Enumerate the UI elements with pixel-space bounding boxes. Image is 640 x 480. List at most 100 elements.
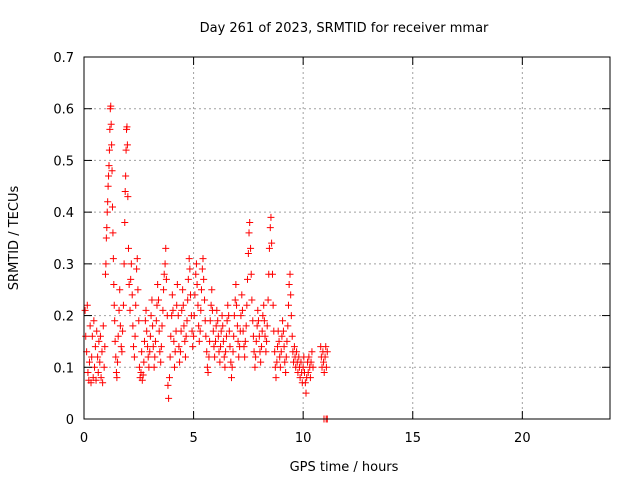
data-point bbox=[119, 327, 127, 335]
data-point bbox=[179, 286, 187, 294]
x-tick-label: 5 bbox=[189, 431, 197, 446]
data-point bbox=[126, 306, 134, 314]
data-point bbox=[84, 368, 92, 376]
data-point bbox=[233, 301, 241, 309]
data-point bbox=[323, 348, 331, 356]
data-point bbox=[102, 234, 110, 242]
data-point bbox=[215, 348, 223, 356]
data-point bbox=[249, 332, 257, 340]
data-point bbox=[122, 146, 130, 154]
data-point bbox=[121, 218, 129, 226]
data-point bbox=[195, 322, 203, 330]
data-point bbox=[147, 312, 155, 320]
data-point bbox=[222, 332, 230, 340]
data-point bbox=[260, 317, 268, 325]
data-point bbox=[203, 363, 211, 371]
data-point bbox=[181, 337, 189, 345]
data-point bbox=[288, 332, 296, 340]
chart-title: Day 261 of 2023, SRMTID for receiver mma… bbox=[200, 21, 489, 36]
data-point bbox=[252, 337, 260, 345]
data-point bbox=[240, 343, 248, 351]
data-point bbox=[268, 239, 276, 247]
data-point bbox=[263, 337, 271, 345]
data-point bbox=[94, 353, 102, 361]
x-tick-label: 0 bbox=[80, 431, 88, 446]
data-point bbox=[320, 368, 328, 376]
data-point bbox=[214, 332, 222, 340]
data-point bbox=[173, 301, 181, 309]
data-point bbox=[105, 146, 113, 154]
data-point bbox=[256, 348, 264, 356]
data-point bbox=[116, 286, 124, 294]
data-point bbox=[223, 317, 231, 325]
data-point bbox=[82, 332, 90, 340]
data-point bbox=[114, 332, 122, 340]
data-point bbox=[222, 348, 230, 356]
data-point bbox=[161, 260, 169, 268]
data-point bbox=[164, 381, 172, 389]
data-point bbox=[109, 255, 117, 263]
data-point bbox=[158, 322, 166, 330]
data-point bbox=[293, 348, 301, 356]
data-point bbox=[309, 363, 317, 371]
data-point bbox=[86, 322, 94, 330]
data-point bbox=[91, 363, 99, 371]
data-point bbox=[226, 343, 234, 351]
y-tick-label: 0.4 bbox=[53, 206, 74, 221]
data-point bbox=[243, 301, 251, 309]
data-point bbox=[96, 358, 104, 366]
data-point bbox=[107, 120, 115, 128]
data-point bbox=[92, 376, 100, 384]
data-point bbox=[101, 270, 109, 278]
data-point bbox=[301, 379, 309, 387]
data-point bbox=[93, 327, 101, 335]
data-point bbox=[174, 312, 182, 320]
data-point bbox=[194, 301, 202, 309]
data-point bbox=[193, 281, 201, 289]
data-point bbox=[230, 332, 238, 340]
data-point bbox=[262, 348, 270, 356]
data-point bbox=[151, 353, 159, 361]
data-point bbox=[192, 270, 200, 278]
data-point bbox=[308, 348, 316, 356]
data-point bbox=[168, 291, 176, 299]
data-point bbox=[305, 353, 313, 361]
data-point bbox=[162, 244, 170, 252]
data-point bbox=[140, 337, 148, 345]
data-point bbox=[189, 343, 197, 351]
data-point bbox=[207, 301, 215, 309]
data-point bbox=[272, 374, 280, 382]
data-point bbox=[264, 296, 272, 304]
data-point bbox=[121, 187, 129, 195]
data-point bbox=[99, 322, 107, 330]
data-point bbox=[206, 337, 214, 345]
data-point bbox=[98, 348, 106, 356]
data-point bbox=[105, 172, 113, 180]
data-point bbox=[204, 368, 212, 376]
data-point bbox=[263, 322, 271, 330]
data-point bbox=[284, 322, 292, 330]
data-point bbox=[197, 306, 205, 314]
data-point bbox=[184, 296, 192, 304]
data-point bbox=[124, 244, 132, 252]
data-point bbox=[278, 332, 286, 340]
data-point bbox=[171, 363, 179, 371]
data-point bbox=[129, 322, 137, 330]
data-point bbox=[123, 141, 131, 149]
data-point bbox=[273, 358, 281, 366]
data-point bbox=[125, 281, 133, 289]
data-point bbox=[131, 332, 139, 340]
data-point bbox=[238, 306, 246, 314]
data-point bbox=[149, 322, 157, 330]
data-point bbox=[110, 301, 118, 309]
data-point bbox=[302, 389, 310, 397]
data-point bbox=[227, 358, 235, 366]
data-point bbox=[250, 348, 258, 356]
data-point bbox=[260, 301, 268, 309]
data-point bbox=[254, 317, 262, 325]
data-point bbox=[283, 337, 291, 345]
y-tick-label: 0.3 bbox=[53, 258, 74, 273]
data-point bbox=[178, 306, 186, 314]
data-point bbox=[167, 332, 175, 340]
